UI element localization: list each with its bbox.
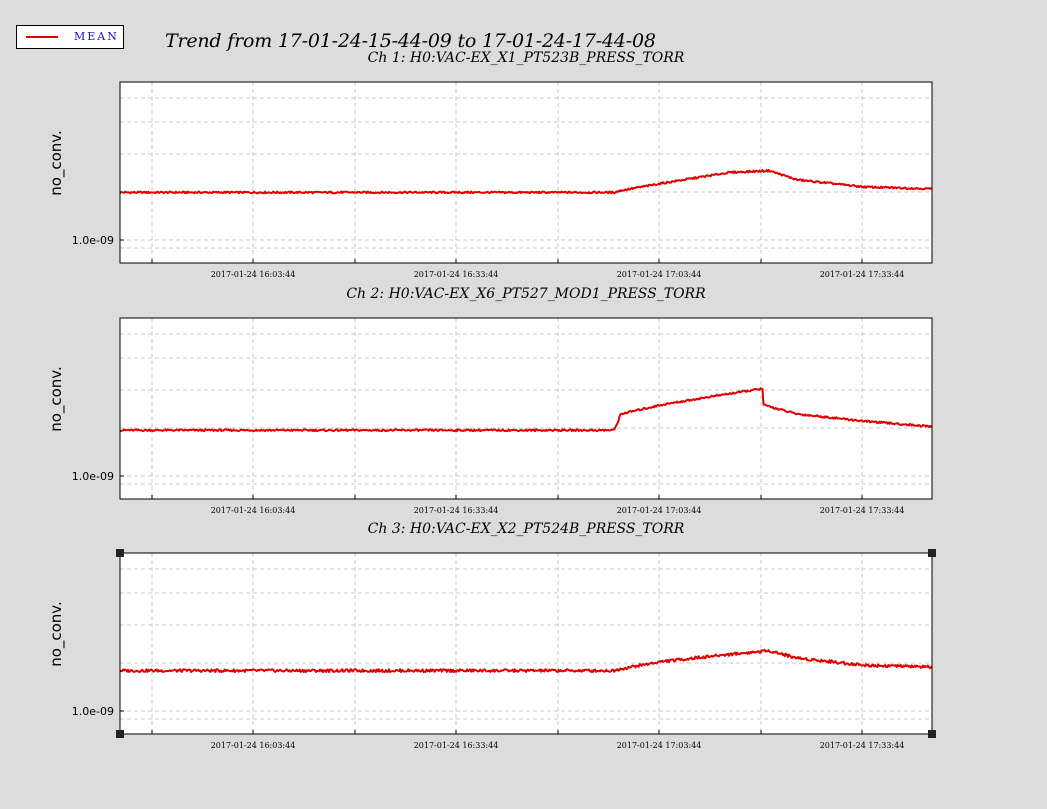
chart-panel-3: Ch 3: H0:VAC-EX_X2_PT524B_PRESS_TORR no_c… bbox=[0, 517, 1047, 753]
x-tick-label: 2017-01-24 17:33:44 bbox=[820, 741, 905, 750]
panel-title: Ch 3: H0:VAC-EX_X2_PT524B_PRESS_TORR bbox=[367, 521, 685, 537]
panel-title: Ch 2: H0:VAC-EX_X6_PT527_MOD1_PRESS_TORR bbox=[346, 286, 706, 302]
x-tick-label: 2017-01-24 16:03:44 bbox=[211, 741, 296, 750]
x-tick-label: 2017-01-24 16:03:44 bbox=[211, 506, 296, 515]
series-line-mean bbox=[119, 648, 933, 674]
x-tick-label: 2017-01-24 16:03:44 bbox=[211, 270, 296, 279]
plot-frame bbox=[119, 81, 933, 264]
plot-frame bbox=[119, 552, 933, 735]
x-tick-label: 2017-01-24 17:03:44 bbox=[617, 741, 702, 750]
page-title: Trend from 17-01-24-15-44-09 to 17-01-24… bbox=[165, 30, 656, 52]
legend-label: MEAN bbox=[74, 30, 119, 43]
x-tick-label: 2017-01-24 16:33:44 bbox=[414, 741, 499, 750]
panel-title: Ch 1: H0:VAC-EX_X1_PT523B_PRESS_TORR bbox=[367, 50, 685, 66]
plot-background bbox=[120, 553, 932, 734]
plot-area: 2017-01-24 16:03:44 2017-01-24 16:33:44 20… bbox=[72, 81, 933, 279]
selection-handle[interactable] bbox=[928, 730, 936, 738]
x-tick-label: 2017-01-24 17:03:44 bbox=[617, 270, 702, 279]
legend-line-swatch bbox=[26, 36, 58, 38]
plot-area: 2017-01-24 16:03:44 2017-01-24 16:33:44 20… bbox=[72, 549, 936, 750]
plot-background bbox=[120, 82, 932, 263]
plot-background bbox=[120, 318, 932, 499]
series-line-mean bbox=[119, 387, 933, 433]
x-tick-label: 2017-01-24 17:33:44 bbox=[820, 270, 905, 279]
plot-frame bbox=[119, 317, 933, 500]
y-tick-label: 1.0e-09 bbox=[72, 705, 114, 718]
chart-panel-2: Ch 2: H0:VAC-EX_X6_PT527_MOD1_PRESS_TORR… bbox=[0, 282, 1047, 518]
selection-handle[interactable] bbox=[928, 549, 936, 557]
y-tick-label: 1.0e-09 bbox=[72, 234, 114, 247]
selection-handle[interactable] bbox=[116, 549, 124, 557]
series-line-mean bbox=[119, 168, 933, 195]
x-tick-label: 2017-01-24 17:33:44 bbox=[820, 506, 905, 515]
selection-handle[interactable] bbox=[116, 730, 124, 738]
y-tick-label: 1.0e-09 bbox=[72, 470, 114, 483]
x-tick-label: 2017-01-24 17:03:44 bbox=[617, 506, 702, 515]
legend: MEAN bbox=[16, 25, 124, 49]
x-tick-label: 2017-01-24 16:33:44 bbox=[414, 270, 499, 279]
plot-area: 2017-01-24 16:03:44 2017-01-24 16:33:44 20… bbox=[72, 317, 933, 515]
x-tick-label: 2017-01-24 16:33:44 bbox=[414, 506, 499, 515]
chart-panel-1: Ch 1: H0:VAC-EX_X1_PT523B_PRESS_TORR no_c… bbox=[0, 46, 1047, 282]
